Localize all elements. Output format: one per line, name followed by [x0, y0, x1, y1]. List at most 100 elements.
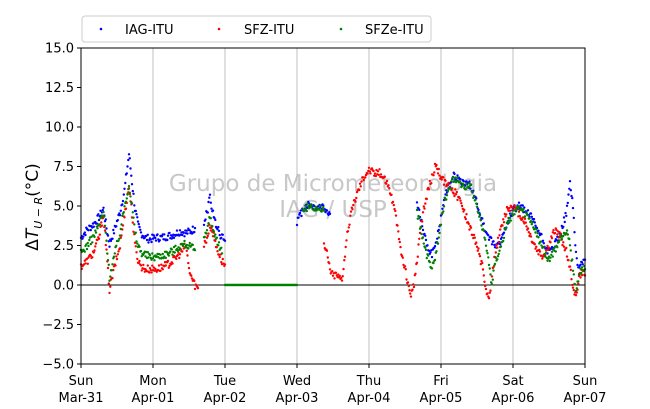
data-point	[123, 216, 126, 219]
data-point	[432, 174, 435, 177]
data-point	[518, 214, 521, 218]
x-tick-date: Apr-03	[276, 391, 319, 406]
data-point	[415, 201, 419, 204]
data-point	[520, 218, 524, 221]
data-point	[494, 256, 497, 259]
data-point	[213, 216, 216, 220]
data-point	[157, 264, 161, 267]
data-point	[530, 223, 533, 226]
data-point	[562, 241, 565, 244]
data-point	[558, 231, 561, 234]
data-point	[96, 227, 99, 230]
data-point	[82, 235, 85, 238]
data-point	[406, 281, 410, 284]
data-point	[574, 289, 578, 293]
data-point	[506, 220, 509, 223]
data-point	[469, 183, 473, 187]
data-point	[509, 219, 512, 222]
data-point	[562, 245, 566, 248]
data-point	[511, 206, 514, 209]
data-point	[86, 241, 90, 245]
data-point	[397, 230, 400, 233]
data-point	[538, 250, 542, 253]
data-point	[121, 203, 124, 206]
data-point	[564, 211, 567, 215]
data-point	[210, 207, 213, 210]
data-point	[107, 240, 111, 243]
data-point	[572, 273, 575, 276]
data-point	[490, 243, 494, 246]
data-point	[456, 198, 459, 202]
data-point	[171, 262, 174, 265]
data-point	[111, 263, 114, 266]
data-point	[159, 269, 162, 272]
data-point	[193, 226, 197, 230]
data-point	[475, 202, 478, 205]
y-tick-label: 5.0	[53, 200, 74, 215]
data-point	[93, 235, 96, 239]
data-point	[475, 245, 479, 248]
data-point	[215, 246, 218, 249]
watermark-line-1: Grupo de Micrometeorologia	[169, 171, 497, 197]
data-point	[414, 272, 417, 275]
data-point	[124, 181, 127, 185]
data-point	[463, 208, 466, 211]
data-point	[437, 167, 440, 171]
data-point	[412, 283, 415, 286]
data-point	[185, 229, 188, 232]
data-point	[540, 233, 543, 236]
data-point	[430, 255, 434, 259]
data-point	[181, 233, 184, 237]
y-tick-label: 2.5	[53, 239, 74, 254]
data-point	[135, 213, 138, 216]
data-point	[221, 257, 224, 261]
data-point	[412, 285, 416, 289]
data-point	[394, 209, 397, 213]
data-point	[86, 262, 90, 265]
data-point	[550, 253, 553, 256]
data-point	[214, 233, 217, 236]
data-point	[328, 262, 331, 265]
data-point	[295, 223, 299, 227]
data-point	[494, 251, 497, 254]
data-point	[537, 253, 540, 256]
data-point	[149, 238, 152, 241]
data-point	[150, 240, 153, 244]
data-point	[489, 273, 492, 276]
data-point	[487, 297, 491, 300]
data-point	[566, 233, 569, 236]
data-point	[425, 197, 428, 201]
data-point	[150, 271, 153, 274]
data-point	[205, 232, 208, 235]
data-point	[442, 183, 446, 186]
data-point	[108, 291, 111, 295]
data-point	[106, 259, 110, 262]
data-point	[166, 238, 169, 242]
data-point	[172, 236, 176, 240]
data-point	[421, 220, 424, 223]
data-point	[362, 178, 365, 182]
data-point	[176, 253, 179, 257]
data-point	[534, 247, 537, 250]
data-point	[425, 256, 428, 260]
x-tick-day: Wed	[283, 374, 311, 389]
data-point	[160, 263, 163, 266]
data-point	[367, 166, 371, 169]
data-point	[167, 266, 170, 269]
data-point	[514, 209, 518, 212]
data-point	[341, 275, 344, 278]
data-point	[131, 211, 134, 214]
data-point	[138, 245, 141, 248]
data-point	[297, 216, 300, 219]
data-point	[574, 283, 577, 286]
data-point	[338, 274, 341, 278]
data-point	[168, 264, 171, 268]
data-point	[125, 197, 128, 200]
data-point	[477, 211, 480, 215]
data-point	[138, 259, 141, 263]
data-point	[364, 176, 367, 179]
data-point	[508, 221, 511, 224]
data-point	[299, 209, 302, 212]
data-point	[191, 225, 194, 228]
data-point	[569, 249, 572, 252]
